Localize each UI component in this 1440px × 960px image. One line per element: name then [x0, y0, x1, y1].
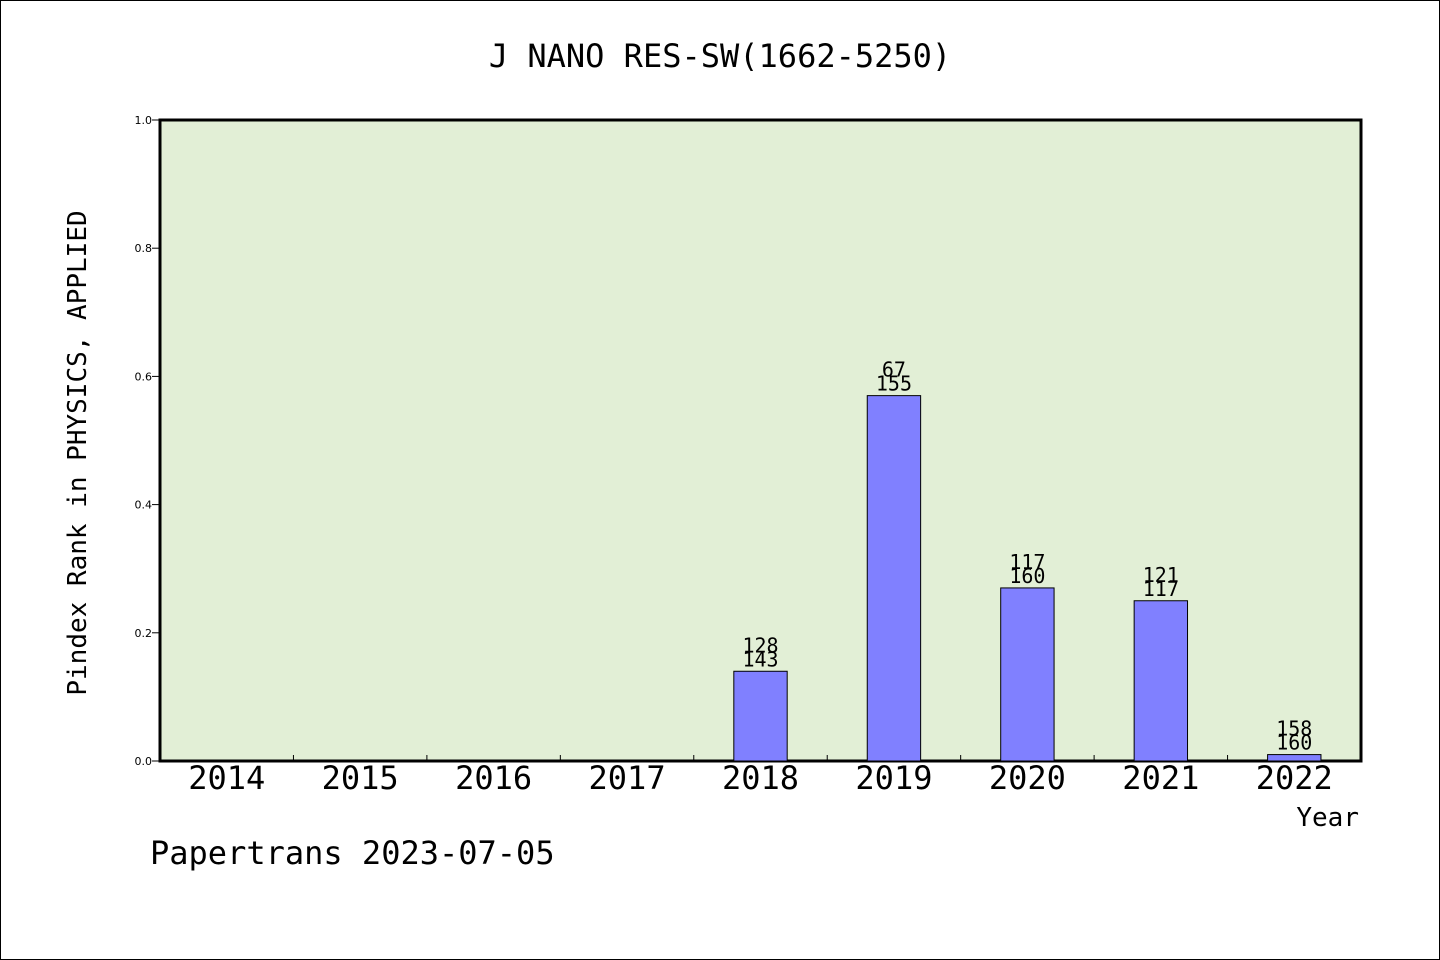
- bar-label-bottom: 160: [1276, 731, 1312, 755]
- bar-label-bottom: 155: [876, 372, 912, 396]
- bar-label-top: 67: [882, 358, 906, 382]
- y-tick-label: 0.6: [135, 370, 153, 383]
- x-tick-label: 2021: [1122, 759, 1199, 797]
- x-tick-label: 2017: [589, 759, 666, 797]
- bar: [1000, 587, 1055, 762]
- y-tick-label: 1.0: [135, 114, 153, 127]
- x-tick-label: 2019: [855, 759, 932, 797]
- y-tick-label: 0.4: [135, 499, 153, 512]
- y-tick-label: 0.2: [135, 627, 153, 640]
- bar-label-top: 121: [1143, 563, 1179, 587]
- bar-label-bottom: 143: [742, 647, 778, 671]
- x-tick-label: 2016: [455, 759, 532, 797]
- bar-label-top: 117: [1009, 550, 1045, 574]
- bar-label-bottom: 160: [1009, 564, 1045, 588]
- x-tick-label: 2022: [1256, 759, 1333, 797]
- y-axis: 0.0 0.2 0.4 0.6 0.8 1.0: [135, 114, 160, 768]
- footer-credit: Papertrans 2023-07-05: [150, 834, 555, 872]
- x-axis-label: Year: [1296, 803, 1359, 833]
- y-axis-label: Pindex Rank in PHYSICS, APPLIED: [63, 210, 93, 695]
- bar-label-bottom: 117: [1143, 577, 1179, 601]
- y-tick-label: 0.8: [135, 242, 153, 255]
- x-tick-label: 2015: [322, 759, 399, 797]
- chart-title: J NANO RES-SW(1662-5250): [489, 37, 951, 75]
- bar-label-top: 158: [1276, 717, 1312, 741]
- bar: [866, 395, 922, 762]
- bar: [1133, 600, 1189, 762]
- x-axis: 2014 2015 2016 2017 2018 2019 2020 2021 2022: [188, 755, 1333, 797]
- x-tick-label: 2014: [188, 759, 265, 797]
- y-tick-label: 0.0: [135, 755, 153, 768]
- x-tick-label: 2018: [722, 759, 799, 797]
- bar: [1267, 754, 1322, 762]
- bar-label-top: 128: [742, 633, 778, 657]
- bars: [733, 395, 1322, 762]
- x-tick-label: 2020: [989, 759, 1066, 797]
- bar: [733, 670, 788, 762]
